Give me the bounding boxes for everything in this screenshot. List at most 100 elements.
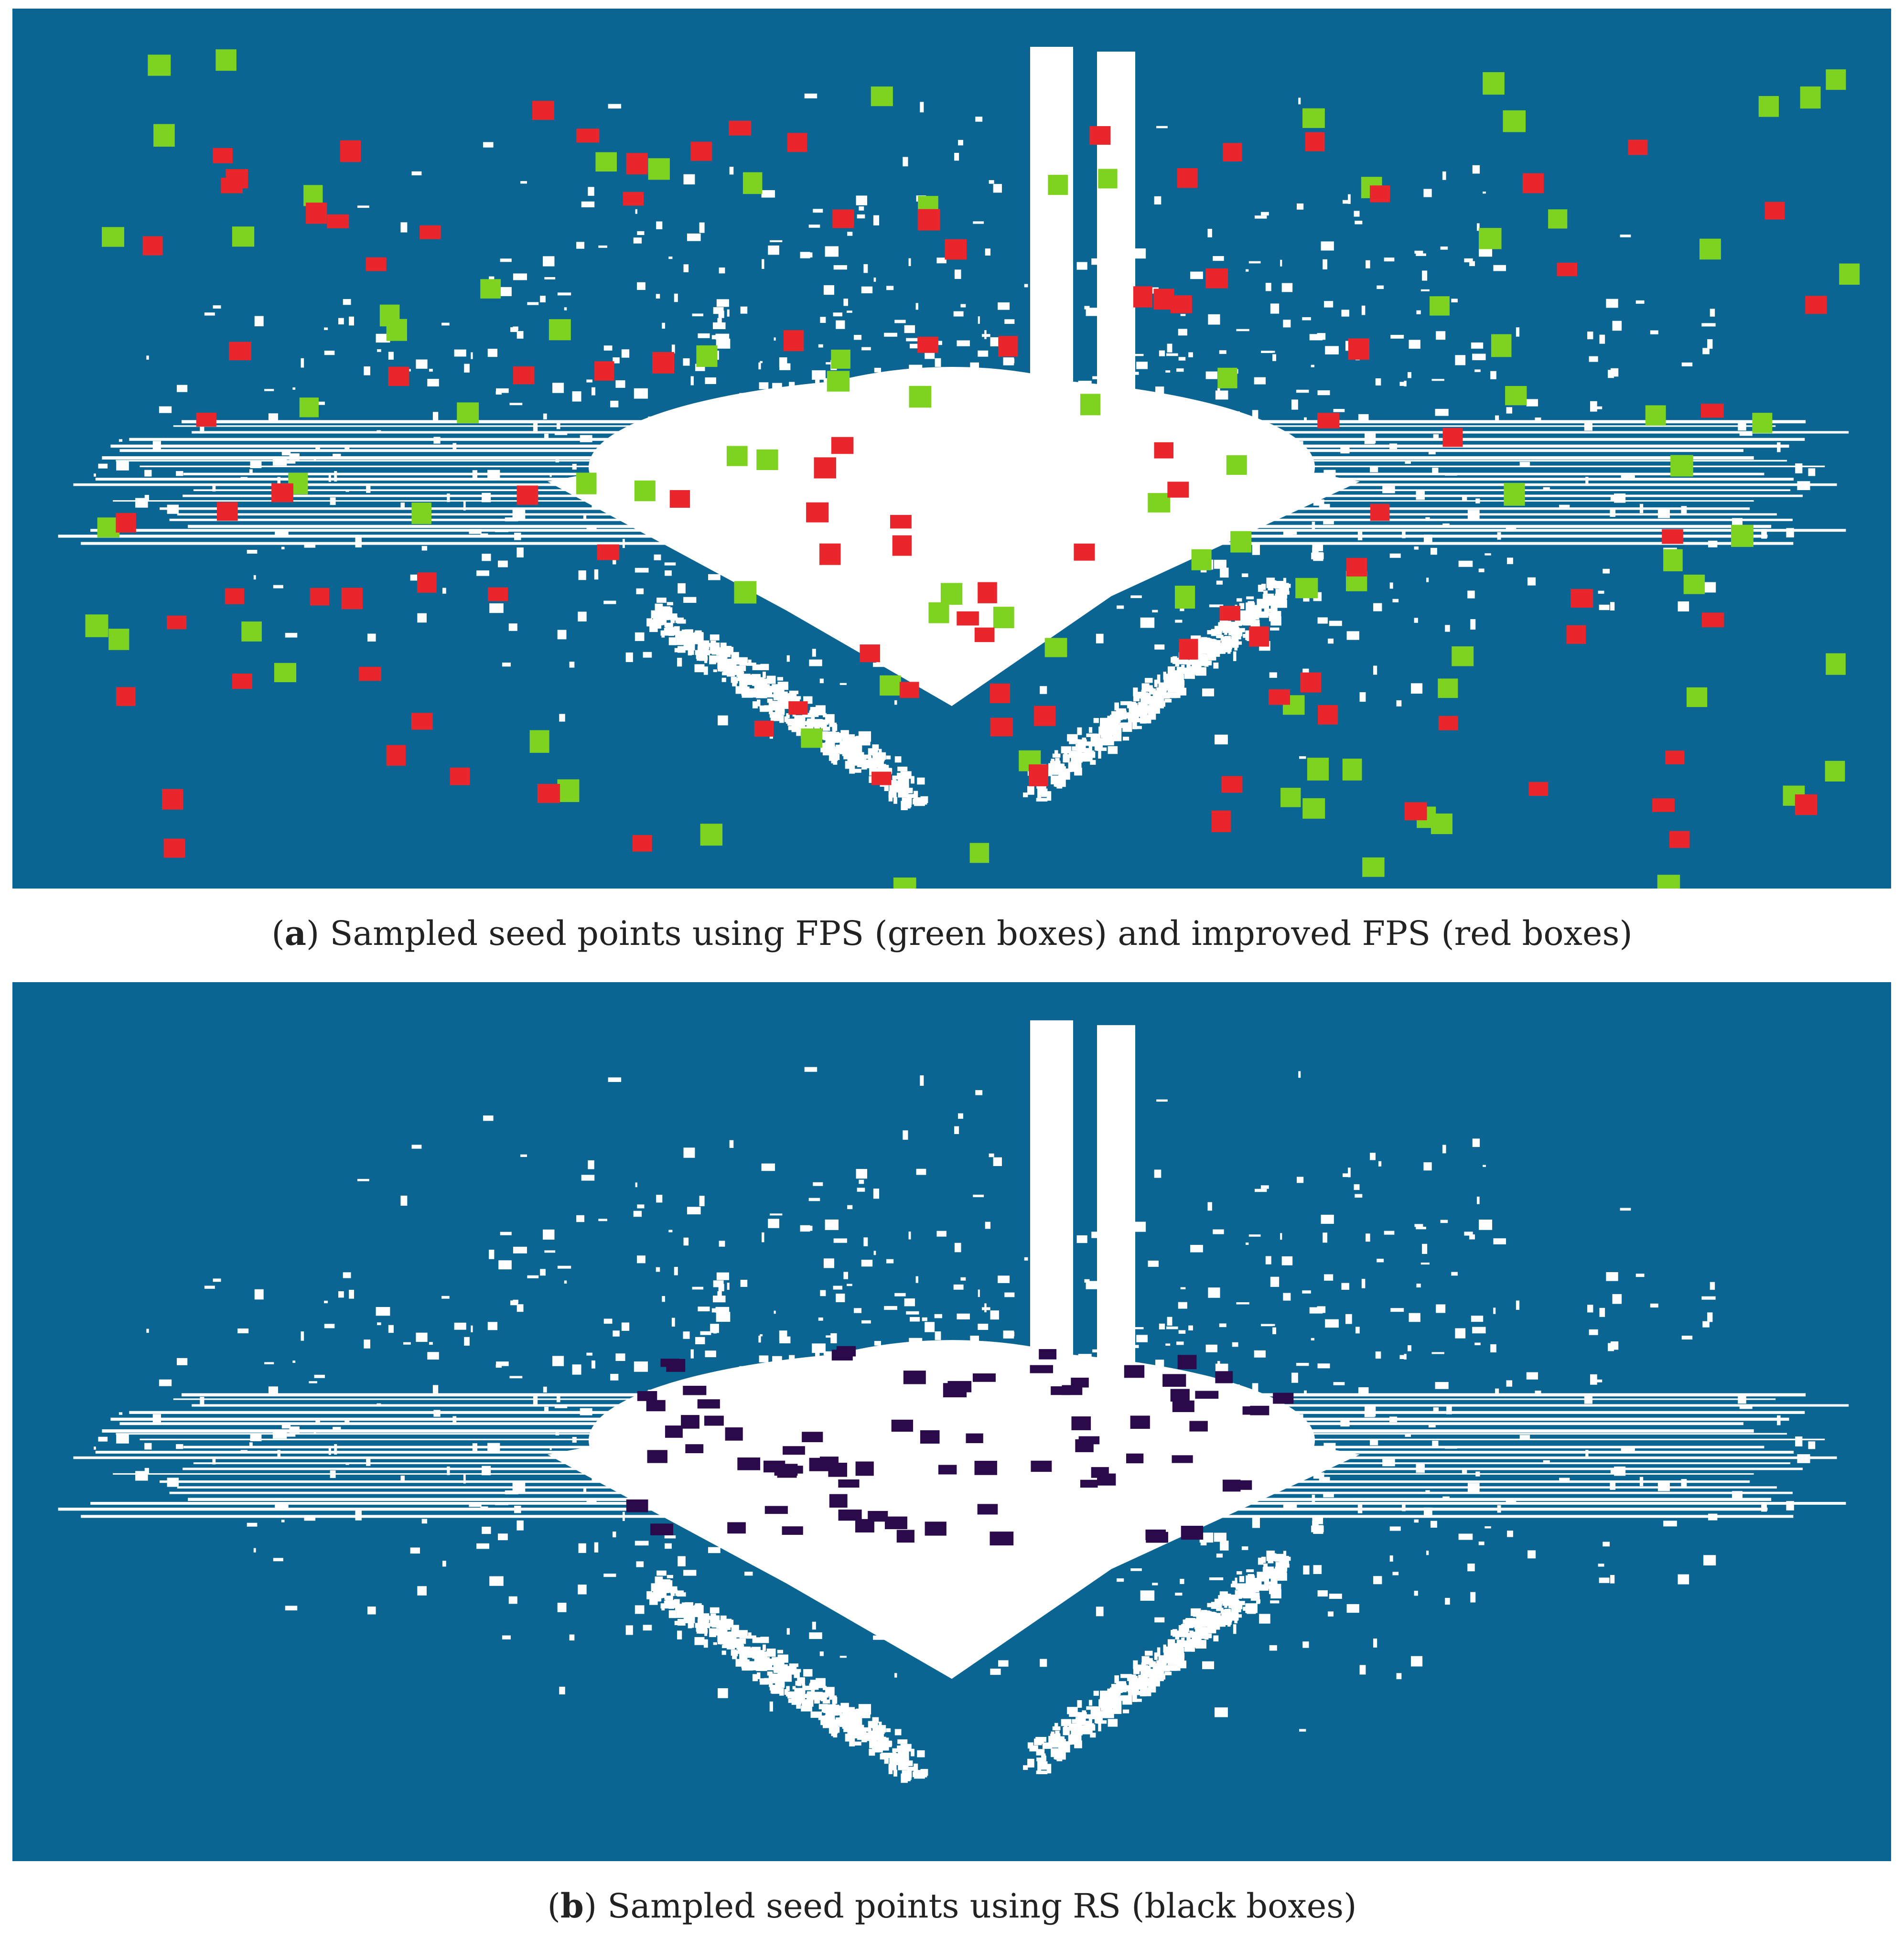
point-cloud-b xyxy=(58,1020,1849,1783)
cloud-blob xyxy=(978,316,980,324)
rs-box xyxy=(650,1523,673,1535)
cloud-blob xyxy=(598,1219,607,1221)
cloud-blob xyxy=(576,1215,585,1222)
cloud-blob xyxy=(878,1403,891,1411)
cloud-blob xyxy=(1321,241,1334,251)
cloud-blob xyxy=(990,1424,993,1430)
cloud-blob xyxy=(813,209,823,213)
rs-box xyxy=(974,1460,997,1475)
cloud-blob xyxy=(772,1356,782,1367)
cloud-blob xyxy=(1176,1341,1184,1345)
cloud-blob xyxy=(1317,617,1328,624)
cloud-blob xyxy=(1028,639,1036,648)
cloud-blob xyxy=(740,1280,748,1287)
cloud-blob xyxy=(915,456,923,466)
cloud-blob xyxy=(1258,1433,1263,1437)
cloud-arm xyxy=(752,1637,763,1643)
cloud-blob xyxy=(1077,463,1091,472)
cloud-blob xyxy=(1046,455,1050,463)
cloud-blob xyxy=(1267,1440,1274,1450)
cloud-blob xyxy=(1324,301,1334,308)
cloud-blob xyxy=(993,1157,1002,1166)
cloud-blob xyxy=(818,447,825,453)
cloud-blob xyxy=(315,447,320,451)
cloud-blob xyxy=(555,1433,559,1436)
cloud-arm xyxy=(710,1607,720,1614)
cloud-blob xyxy=(930,1429,934,1432)
cloud-blob xyxy=(953,453,964,457)
cloud-blob xyxy=(648,416,656,423)
cloud-blob xyxy=(818,344,823,348)
cloud-blob xyxy=(240,477,248,480)
cloud-arm xyxy=(872,752,876,757)
cloud-arm xyxy=(1177,1632,1184,1638)
cloud-blob xyxy=(639,1475,653,1478)
cloud-blob xyxy=(982,1432,994,1437)
cloud-blob xyxy=(1426,1550,1429,1555)
cloud-blob xyxy=(403,1342,411,1345)
cloud-blob xyxy=(1098,1292,1101,1301)
cloud-blob xyxy=(821,1383,835,1387)
cloud-blob xyxy=(976,469,981,479)
cloud-blob xyxy=(800,1421,804,1425)
cloud-arm xyxy=(872,760,876,768)
cloud-arm xyxy=(1201,650,1211,654)
cloud-blob xyxy=(698,1307,710,1312)
cloud-arm xyxy=(1173,1656,1184,1662)
cloud-blob xyxy=(1068,478,1075,484)
cloud-arm xyxy=(769,1681,773,1687)
improved-fps-box xyxy=(163,838,185,858)
cloud-blob xyxy=(718,404,725,415)
cloud-blob xyxy=(1535,417,1541,421)
cloud-arm xyxy=(674,626,680,635)
cloud-blob xyxy=(1373,603,1382,611)
cloud-arm xyxy=(1234,1596,1239,1603)
cloud-blob xyxy=(1096,1607,1104,1617)
cloud-blob xyxy=(1037,1346,1047,1349)
cloud-blob xyxy=(1006,471,1019,474)
cloud-blob xyxy=(1046,443,1054,445)
cloud-blob xyxy=(1096,633,1104,643)
cloud-arm xyxy=(825,1719,836,1725)
cloud-blob xyxy=(1006,511,1018,515)
cloud-blob xyxy=(411,1145,422,1149)
cloud-blob xyxy=(972,452,977,463)
cloud-blob xyxy=(1068,526,1080,534)
rs-box xyxy=(855,1519,874,1532)
cloud-blob xyxy=(761,190,775,198)
cloud-blob xyxy=(1039,538,1048,543)
cloud-arm xyxy=(905,1757,909,1760)
cloud-blob xyxy=(867,471,873,475)
cloud-streak xyxy=(183,1446,1764,1448)
fps-box xyxy=(1752,413,1773,433)
cloud-blob xyxy=(613,1330,620,1337)
cloud-blob xyxy=(1147,406,1160,413)
cloud-blob xyxy=(1585,1450,1589,1459)
cloud-blob xyxy=(167,1478,179,1487)
cloud-blob xyxy=(1396,700,1402,707)
cloud-blob xyxy=(901,1445,906,1450)
rs-box xyxy=(1162,1374,1186,1387)
cloud-blob xyxy=(780,454,787,458)
cloud-blob xyxy=(976,437,979,441)
cloud-blob xyxy=(683,264,689,272)
cloud-blob xyxy=(968,661,973,666)
cloud-blob xyxy=(1471,1316,1484,1322)
cloud-streak xyxy=(160,1480,1750,1483)
cloud-arm xyxy=(1211,629,1217,636)
improved-fps-box xyxy=(411,713,433,730)
cloud-blob xyxy=(670,425,675,434)
cloud-blob xyxy=(572,1436,577,1443)
cloud-blob xyxy=(476,1543,490,1549)
cloud-blob xyxy=(1707,1312,1713,1322)
cloud-blob xyxy=(514,533,521,540)
cloud-arm xyxy=(688,1620,692,1628)
cloud-blob xyxy=(744,1427,758,1436)
cloud-blob xyxy=(974,1581,983,1588)
cloud-blob xyxy=(1122,324,1133,335)
cloud-arm xyxy=(678,1619,686,1626)
cloud-blob xyxy=(1036,1386,1039,1397)
cloud-blob xyxy=(1119,1548,1123,1554)
cloud-blob xyxy=(1478,568,1484,572)
cloud-arm xyxy=(752,1655,761,1659)
